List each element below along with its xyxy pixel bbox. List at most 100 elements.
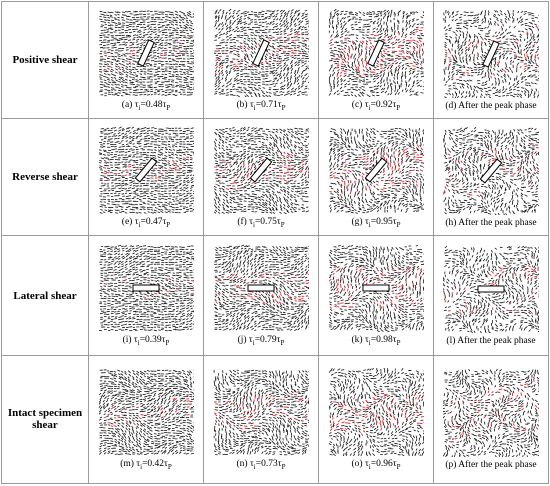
particle-strokes bbox=[328, 245, 424, 333]
caption-subscript: i bbox=[368, 220, 371, 229]
caption-subscript: P bbox=[396, 462, 401, 471]
caption-subscript: i bbox=[253, 220, 255, 229]
caption-text: (p) After the peak phase bbox=[445, 459, 537, 470]
crack-strokes bbox=[215, 271, 309, 305]
figure-cell: (h) After the peak phase bbox=[433, 118, 549, 237]
caption: (i) τi=0.39τP bbox=[89, 335, 203, 347]
caption: (h) After the peak phase bbox=[434, 218, 548, 228]
caption: (j) τi=0.79τP bbox=[204, 335, 318, 347]
crack-strokes bbox=[443, 265, 539, 316]
caption: (e) τi=0.47τP bbox=[89, 217, 203, 229]
caption-text: (g) τ bbox=[351, 216, 369, 227]
caption-subscript: i bbox=[368, 339, 371, 348]
figure-cell: (a) τi=0.48τP bbox=[88, 0, 204, 120]
joint bbox=[362, 284, 390, 292]
caption-text: (k) τ bbox=[351, 335, 369, 346]
row-label: Reverse shear bbox=[1, 118, 89, 237]
figure-cell: (i) τi=0.39τP bbox=[88, 235, 204, 356]
flow-pattern-image bbox=[443, 245, 539, 334]
joint bbox=[132, 284, 160, 292]
caption-text: (m) τ bbox=[120, 458, 141, 469]
crack-strokes bbox=[213, 393, 309, 430]
caption: (c) τi=0.92τP bbox=[319, 100, 433, 112]
particle-strokes bbox=[443, 368, 539, 457]
caption-text: (f) τ bbox=[237, 216, 253, 227]
figure-cell: (k) τi=0.98τP bbox=[318, 235, 434, 356]
row-label: Intact specimen shear bbox=[1, 354, 89, 485]
particle-strokes bbox=[98, 369, 194, 455]
caption-subscript: P bbox=[281, 103, 286, 112]
caption-subscript: P bbox=[396, 103, 401, 112]
caption-text: =0.95τ bbox=[370, 216, 397, 227]
caption-subscript: i bbox=[368, 462, 371, 471]
caption-text: (j) τ bbox=[237, 335, 253, 346]
caption-text: (b) τ bbox=[236, 99, 254, 110]
caption-subscript: i bbox=[140, 462, 143, 471]
figure-row: Intact specimen shear (m) τi=0.42τP (n) τi… bbox=[1, 354, 549, 485]
caption-text: (h) After the peak phase bbox=[445, 217, 537, 228]
caption: (n) τi=0.73τP bbox=[204, 459, 318, 471]
caption-subscript: P bbox=[396, 220, 401, 229]
caption-text: (o) τ bbox=[351, 458, 369, 469]
caption-text: =0.71τ bbox=[255, 99, 282, 110]
caption-text: (n) τ bbox=[236, 458, 254, 469]
figure-cell: (p) After the peak phase bbox=[433, 354, 549, 485]
caption-subscript: P bbox=[280, 339, 285, 348]
flow-pattern-image bbox=[328, 245, 424, 333]
particle-strokes bbox=[213, 369, 309, 456]
caption-text: =0.42τ bbox=[142, 458, 168, 469]
flow-pattern-image bbox=[98, 126, 194, 214]
caption-text: (l) After the peak phase bbox=[446, 336, 536, 347]
joint bbox=[137, 38, 155, 67]
joint bbox=[482, 39, 500, 68]
joint bbox=[367, 38, 385, 67]
figure-cell: (c) τi=0.92τP bbox=[318, 0, 434, 120]
flow-pattern-image bbox=[443, 9, 539, 98]
caption-text: =0.79τ bbox=[254, 335, 281, 346]
caption: (l) After the peak phase bbox=[434, 336, 548, 346]
caption-text: (c) τ bbox=[351, 99, 369, 110]
caption-subscript: i bbox=[253, 103, 256, 112]
particle-strokes bbox=[443, 245, 539, 334]
caption-subscript: P bbox=[281, 462, 286, 471]
caption-subscript: i bbox=[137, 339, 140, 348]
caption-subscript: P bbox=[165, 339, 170, 348]
caption-text: =0.39τ bbox=[139, 335, 166, 346]
caption-text: =0.73τ bbox=[255, 458, 282, 469]
row-label: Positive shear bbox=[1, 0, 89, 120]
caption-subscript: P bbox=[396, 339, 401, 348]
joint bbox=[134, 157, 158, 183]
figure-cell: (f) τi=0.75τP bbox=[203, 118, 319, 237]
particle-strokes bbox=[213, 8, 309, 97]
figure-cell: (d) After the peak phase bbox=[433, 0, 549, 120]
caption-text: =0.75τ bbox=[254, 216, 281, 227]
caption-subscript: P bbox=[166, 220, 171, 229]
caption-subscript: P bbox=[167, 462, 172, 471]
crack-strokes bbox=[103, 397, 190, 428]
caption: (d) After the peak phase bbox=[434, 101, 548, 111]
flow-pattern-image bbox=[99, 10, 194, 96]
particle-strokes bbox=[328, 367, 424, 456]
caption-text: (i) τ bbox=[122, 335, 138, 346]
particle-strokes bbox=[443, 126, 539, 215]
caption: (a) τi=0.48τP bbox=[89, 100, 203, 112]
caption-subscript: i bbox=[368, 103, 371, 112]
figure-cell: (g) τi=0.95τP bbox=[318, 118, 434, 237]
flow-pattern-image bbox=[98, 244, 194, 332]
figure-row: Lateral shear (i) τi=0.39τP (j) τi=0.79τP(… bbox=[1, 235, 549, 356]
caption-subscript: i bbox=[138, 103, 141, 112]
caption: (m) τi=0.42τP bbox=[89, 459, 203, 471]
figure-cell: (b) τi=0.71τP bbox=[203, 0, 319, 120]
caption-subscript: P bbox=[166, 103, 171, 112]
flow-pattern-image bbox=[213, 126, 309, 214]
particle-strokes bbox=[98, 244, 194, 332]
caption-text: (e) τ bbox=[121, 216, 139, 227]
figure-cell: (l) After the peak phase bbox=[433, 235, 549, 356]
particle-strokes bbox=[98, 126, 194, 214]
particle-strokes bbox=[213, 126, 309, 214]
particle-strokes bbox=[328, 127, 424, 214]
joint bbox=[247, 284, 275, 292]
caption: (b) τi=0.71τP bbox=[204, 100, 318, 112]
crack-strokes bbox=[329, 26, 424, 77]
